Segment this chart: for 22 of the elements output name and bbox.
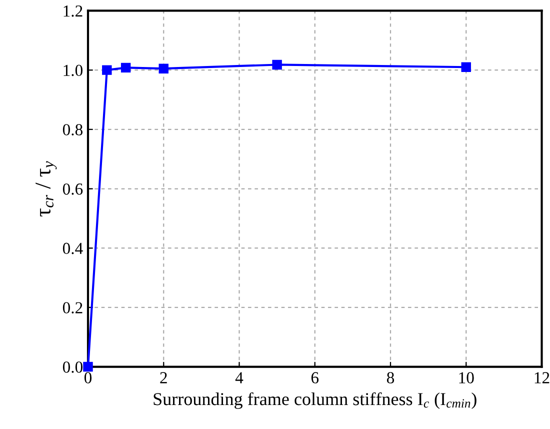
y-tick-label: 0.8 <box>62 124 83 136</box>
x-tick-label: 4 <box>235 372 244 384</box>
y-tick-label: 0.4 <box>62 242 83 254</box>
y-axis-title: τ$_{cr}$ / τ$_{y}$ <box>36 161 57 216</box>
x-tick-label: 0 <box>84 372 92 384</box>
x-tick-label: 8 <box>386 372 394 384</box>
y-tick-label: 0.2 <box>62 302 82 314</box>
y-tick-label: 0.6 <box>62 183 83 195</box>
x-tick-label: 12 <box>534 372 550 384</box>
point <box>158 64 168 74</box>
point <box>272 60 282 70</box>
x-tick-label: 6 <box>311 372 319 384</box>
y-tick-label: 0.0 <box>62 361 83 373</box>
point <box>83 362 93 372</box>
point <box>120 62 131 73</box>
point <box>102 65 112 75</box>
y-tick-label: 1.2 <box>64 5 82 17</box>
y-tick-label: 1.0 <box>64 64 83 76</box>
x-tick-label: 10 <box>459 372 474 384</box>
x-axis-title: Surrounding frame column stiffness I$_{c}$ (I$_{cmin}$) <box>154 392 476 409</box>
x-tick-label: 2 <box>160 372 167 384</box>
point <box>461 62 471 72</box>
